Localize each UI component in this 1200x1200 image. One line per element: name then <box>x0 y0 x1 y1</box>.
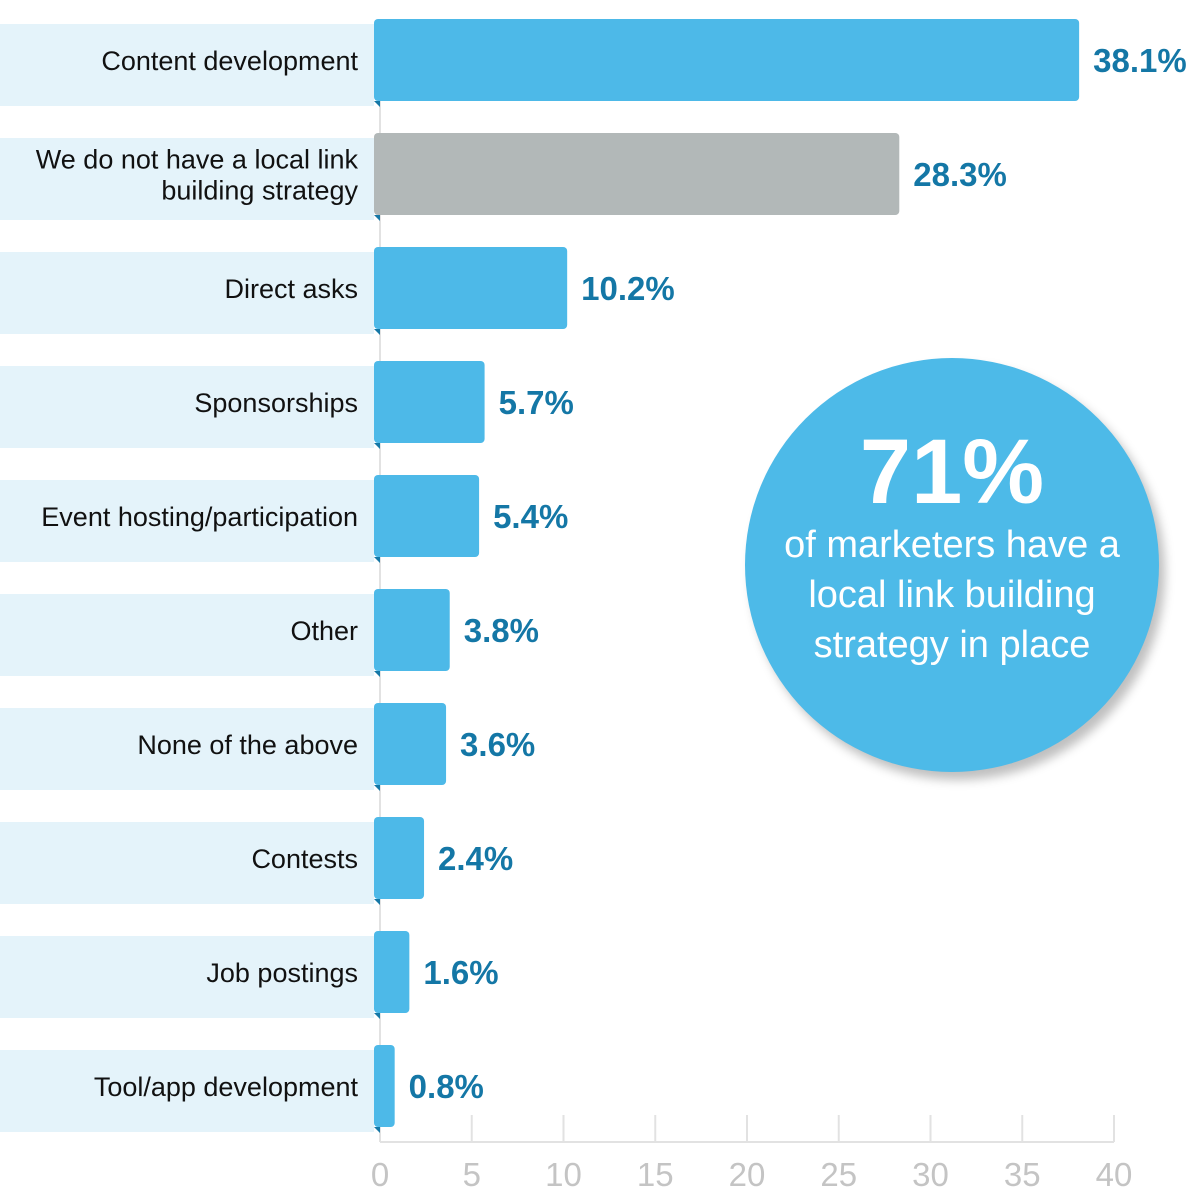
category-label: building strategy <box>161 176 358 206</box>
bar <box>374 475 480 557</box>
bar-fold <box>374 671 380 677</box>
bar-fold <box>374 1013 380 1019</box>
x-tick-label: 40 <box>1096 1156 1133 1193</box>
label-band <box>0 822 374 904</box>
data-label: 5.7% <box>499 384 574 421</box>
bar <box>374 361 485 443</box>
data-label: 1.6% <box>423 954 498 991</box>
bar <box>374 19 1080 101</box>
bar-fold <box>374 785 380 791</box>
x-tick-label: 25 <box>820 1156 857 1193</box>
callout-headline: 71% <box>859 421 1045 523</box>
data-label: 3.8% <box>464 612 539 649</box>
bar-fold <box>374 443 380 449</box>
x-tick-label: 10 <box>545 1156 582 1193</box>
category-label: Content development <box>101 46 358 76</box>
x-tick-label: 35 <box>1004 1156 1041 1193</box>
bar <box>374 1045 395 1127</box>
bar <box>374 247 568 329</box>
callout-text: of marketers have a local link building … <box>784 524 1120 666</box>
data-label: 28.3% <box>913 156 1007 193</box>
bar-fold <box>374 557 380 563</box>
bar <box>374 931 410 1013</box>
label-band <box>0 252 374 334</box>
x-tick-label: 5 <box>463 1156 481 1193</box>
category-label: Tool/app development <box>94 1072 359 1102</box>
data-label: 10.2% <box>581 270 675 307</box>
label-band <box>0 1050 374 1132</box>
bar-fold <box>374 329 380 335</box>
category-label: Job postings <box>206 958 358 988</box>
category-label: Sponsorships <box>194 388 358 418</box>
label-band <box>0 594 374 676</box>
category-label: Other <box>290 616 358 646</box>
bar <box>374 703 447 785</box>
data-label: 2.4% <box>438 840 513 877</box>
x-tick-label: 20 <box>729 1156 766 1193</box>
label-band <box>0 366 374 448</box>
data-label: 5.4% <box>493 498 568 535</box>
bar-fold <box>374 101 380 107</box>
callout-bubble: 71% of marketers have a local link build… <box>745 358 1159 772</box>
x-tick-label: 30 <box>912 1156 949 1193</box>
data-label: 0.8% <box>409 1068 484 1105</box>
bar-fold <box>374 1127 380 1133</box>
label-band <box>0 708 374 790</box>
label-band <box>0 138 374 220</box>
data-label: 38.1% <box>1093 42 1187 79</box>
x-tick-label: 15 <box>637 1156 674 1193</box>
label-band <box>0 936 374 1018</box>
bar <box>374 589 450 671</box>
bar-fold <box>374 215 380 221</box>
label-band <box>0 24 374 106</box>
bar <box>374 133 900 215</box>
category-label: We do not have a local link <box>36 145 359 175</box>
category-label: None of the above <box>137 730 358 760</box>
x-tick-label: 0 <box>371 1156 389 1193</box>
bar <box>374 817 425 899</box>
category-label: Direct asks <box>224 274 358 304</box>
data-label: 3.6% <box>460 726 535 763</box>
category-label: Event hosting/participation <box>41 502 358 532</box>
label-band <box>0 480 374 562</box>
category-label: Contests <box>251 844 358 874</box>
bar-fold <box>374 899 380 905</box>
